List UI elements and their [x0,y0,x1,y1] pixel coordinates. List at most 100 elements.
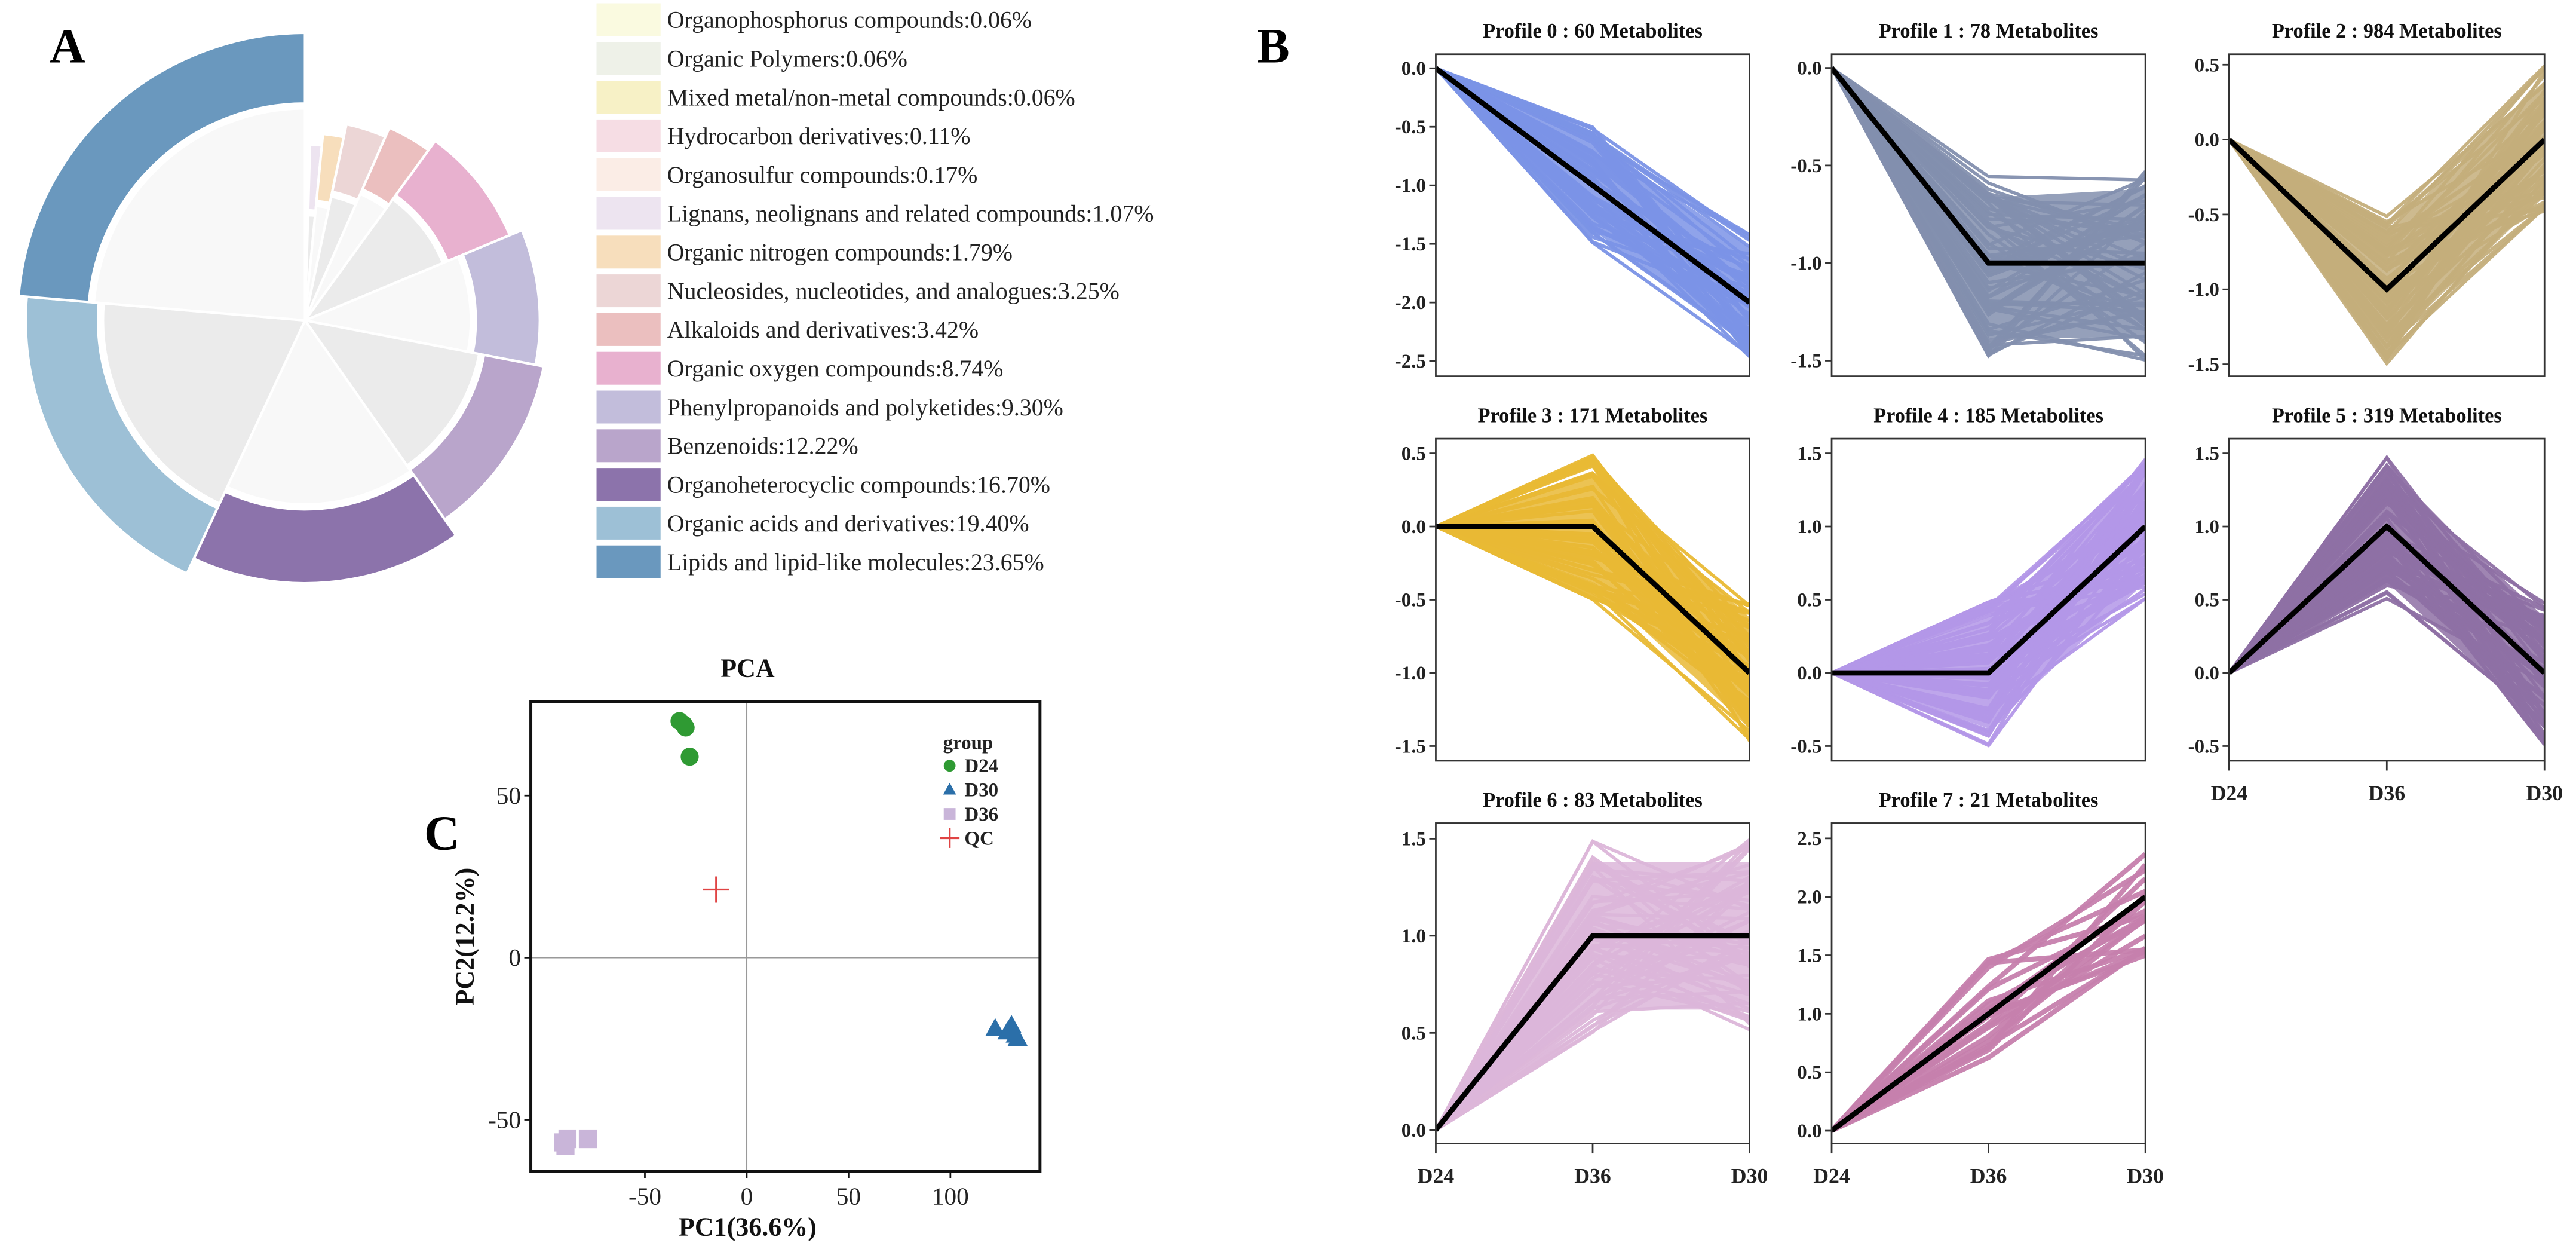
legend-swatch [596,506,661,540]
marker-plus [940,828,960,848]
x-tick-label: D30 [2526,781,2563,805]
profile-trend-line [1832,66,2146,266]
profile-envelope [2229,470,2545,729]
profile-trend-line [2229,137,2545,293]
y-tick-label: -2.5 [1395,351,1426,372]
pie-inner-sector [102,302,307,506]
profile-lines [1832,66,2146,362]
y-tick-label: 0 [508,944,521,971]
profile-trend-line [1832,524,2146,676]
y-tick-label: 0.0 [1797,58,1821,79]
metabolite-line [1832,899,2146,1133]
legend-label: Organic acids and derivatives:19.40% [667,510,1029,537]
y-tick-label: 0.5 [2195,54,2219,76]
y-tick-label: -1.0 [1395,175,1426,197]
profile-chart-3: Profile 3 : 171 Metabolites 0.5 0.0 -0.5 -1.… [1395,405,1750,762]
y-tick-label: -0.5 [1790,736,1821,757]
pca-title: PCA [720,654,775,683]
pca-x-axis-label: PC1(36.6%) [679,1213,817,1242]
legend-label: Nucleosides, nucleotides, and analogues:… [667,277,1120,304]
marker-circle [943,760,956,772]
panel-label-a: A [50,19,85,73]
y-tick-label: 1.0 [1797,516,1821,538]
pie-ring-segment [24,295,219,576]
y-tick-label: 0.0 [2195,663,2219,684]
y-tick-label: 0.0 [1402,516,1426,538]
x-tick-label: D36 [1574,1164,1611,1188]
y-tick-label: 0.5 [1402,443,1426,465]
legend-label: Mixed metal/non-metal compounds:0.06% [667,84,1075,111]
plot-frame [1830,53,2146,377]
profile-chart-0: Profile 0 : 60 Metabolites 0.0 -0.5 -1.0 -1.… [1395,20,1750,377]
profile-lines [1436,838,1750,1132]
profile-envelope [1436,862,1750,1130]
y-tick-label: 2.0 [1797,887,1821,908]
y-tick-label: 0.5 [1797,1062,1821,1083]
series-D36 [554,1129,597,1155]
y-tick-label: 1.5 [1797,945,1821,967]
y-tick-label: 1.5 [2195,443,2219,465]
panel-label-b: B [1257,19,1290,73]
metabolite-line [1832,66,2146,182]
pca-legend-label: D30 [964,780,998,801]
y-tick-label: 0.0 [1797,1121,1821,1142]
series-D24 [670,712,699,766]
pie-inner-sector [301,197,445,323]
profile-title: Profile 0 : 60 Metabolites [1483,20,1703,42]
y-tick-label: 0.0 [1797,663,1821,684]
y-tick-label: 0.5 [1797,590,1821,611]
profile-title: Profile 2 : 984 Metabolites [2272,20,2502,42]
profile-envelope [2229,82,2545,347]
profile-trend-line [1832,895,2146,1133]
pie-inner-sector [92,107,306,322]
profile-trend-line [1436,524,1750,675]
marker-square [943,808,956,820]
pca-legend-label: QC [964,828,993,849]
legend-label: Lignans, neolignans and related compound… [667,200,1154,227]
series-QC [703,876,729,903]
profile-title: Profile 7 : 21 Metabolites [1879,789,2099,812]
legend-swatch [596,3,661,36]
legend-swatch [596,274,661,308]
pca-legend-label: D36 [964,804,998,825]
y-tick-label: -1.5 [1395,234,1426,255]
y-tick-label: 0.5 [2195,590,2219,611]
x-tick-label: D36 [2369,781,2406,805]
y-tick-label: 0.0 [1402,58,1426,79]
profile-envelope [1436,470,1750,729]
x-tick-label: D30 [2127,1164,2164,1188]
profile-lines [1436,453,1750,742]
profile-trend-line [1436,66,1750,305]
y-tick-label: -1.0 [1790,253,1821,274]
y-tick-label: -1.0 [2188,279,2219,301]
metabolite-line [1436,67,1750,347]
legend-swatch [596,42,661,75]
pca-y-axis-label: PC2(12.2%) [450,868,479,1006]
legend-swatch [596,158,661,191]
profile-title: Profile 4 : 185 Metabolites [1873,405,2103,427]
x-tick-label: 0 [741,1182,753,1210]
y-tick-label: -1.0 [1395,663,1426,684]
y-tick-label: 1.0 [2195,516,2219,538]
profile-chart-4: Profile 4 : 185 Metabolites 1.5 1.0 0.5 0.0 -… [1790,405,2146,762]
pie-ring-segment [461,228,541,366]
pca-scatter-plot: PCA PC1(36.6%) PC2(12.2%) group D24 D30 D3… [450,654,1042,1242]
y-tick-label: 1.5 [1797,443,1821,465]
y-tick-label: 1.0 [1402,926,1426,947]
profile-title: Profile 3 : 171 Metabolites [1478,405,1708,427]
metabolite-line [1832,946,2146,1133]
profile-lines [2229,454,2545,746]
x-tick-label: D36 [1970,1164,2007,1188]
profile-lines [1436,66,1750,358]
y-tick-label: 50 [496,782,521,809]
marker-square [556,1136,575,1155]
legend-label: Organic oxygen compounds:8.74% [667,355,1004,382]
legend-swatch [596,545,661,578]
y-tick-label: -1.5 [1395,736,1426,757]
legend-swatch [596,313,661,346]
pie-ring-segment [17,31,306,304]
legend-swatch [596,81,661,114]
profile-title: Profile 6 : 83 Metabolites [1483,789,1703,812]
series-D30 [985,1015,1028,1046]
profile-envelope [1436,68,1750,346]
